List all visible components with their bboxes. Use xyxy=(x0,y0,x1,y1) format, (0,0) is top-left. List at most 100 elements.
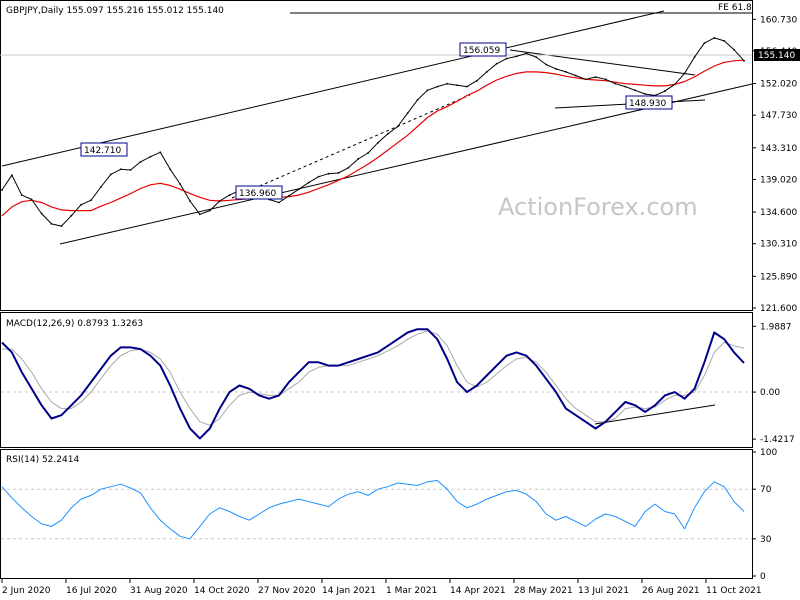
price-point xyxy=(703,42,706,45)
price-point xyxy=(594,76,597,78)
price-point xyxy=(159,151,162,154)
x-tick-label: 26 Aug 2021 xyxy=(642,586,700,596)
price-point xyxy=(278,201,280,204)
price-point xyxy=(466,85,468,88)
price-point xyxy=(228,194,231,197)
x-tick-label: 14 Oct 2020 xyxy=(194,586,250,596)
price-point xyxy=(565,70,567,73)
macd-y-tick-label: 0.00 xyxy=(760,388,780,398)
price-point xyxy=(109,173,112,176)
price-point xyxy=(535,56,538,59)
last-price-label: 155.140 xyxy=(758,51,795,61)
x-tick-label: 27 Nov 2020 xyxy=(258,586,316,596)
price-point xyxy=(149,155,152,158)
price-point xyxy=(30,198,33,201)
last-price-box: 155.140 xyxy=(754,49,800,61)
price-point xyxy=(189,200,191,202)
price-point xyxy=(20,194,23,197)
main-y-tick-label: 130.310 xyxy=(760,240,797,250)
price-point xyxy=(367,152,369,154)
price-point xyxy=(663,90,666,92)
price-point xyxy=(475,79,478,82)
price-point xyxy=(288,194,290,197)
moving-average-line xyxy=(1,59,745,217)
price-point xyxy=(604,78,607,81)
rsi-y-tick-label: 0 xyxy=(760,572,766,582)
x-tick-label: 28 May 2021 xyxy=(514,586,573,596)
price-point xyxy=(456,84,458,87)
x-tick-label: 11 Oct 2021 xyxy=(706,586,762,596)
price-point xyxy=(713,37,716,39)
price-point xyxy=(297,188,300,191)
main-y-tick-label: 160.730 xyxy=(760,15,797,25)
fib-label: FE 61.8 xyxy=(718,3,752,13)
x-tick-label: 14 Jan 2021 xyxy=(322,586,376,596)
price-point xyxy=(584,78,587,81)
trend-lines xyxy=(0,10,753,245)
price-point xyxy=(446,82,449,85)
main-y-tick-label: 125.890 xyxy=(760,272,797,282)
price-point xyxy=(406,112,409,115)
main-y-tick-label: 147.730 xyxy=(760,111,797,121)
price-point xyxy=(169,168,172,171)
price-point xyxy=(733,48,736,51)
price-point xyxy=(129,169,132,171)
main-y-tick-label: 152.020 xyxy=(760,80,797,90)
main-panel-frame xyxy=(0,0,753,311)
rsi-header: RSI(14) 52.2414 xyxy=(6,455,79,465)
price-point xyxy=(614,82,617,85)
price-point xyxy=(386,132,389,135)
annotation-148930: 148.930 xyxy=(629,99,666,109)
price-line xyxy=(1,37,745,227)
x-tick-label: 31 Aug 2020 xyxy=(130,586,188,596)
price-point xyxy=(574,74,577,77)
upper-channel-line xyxy=(1,10,665,167)
rsi-y-tick-label: 70 xyxy=(760,485,772,495)
x-tick-label: 2 Jun 2020 xyxy=(2,586,51,596)
rsi-level-lines xyxy=(1,488,752,540)
price-point xyxy=(693,56,696,59)
annotation-142710: 142.710 xyxy=(84,146,121,156)
price-point xyxy=(100,186,102,188)
price-point xyxy=(198,213,201,216)
x-tick-label: 1 Mar 2021 xyxy=(386,586,437,596)
price-point xyxy=(525,52,528,55)
rsi-line xyxy=(1,480,745,540)
price-point xyxy=(624,85,627,88)
main-y-tick-label: 139.020 xyxy=(760,175,797,185)
price-point xyxy=(396,125,399,128)
price-point xyxy=(317,175,320,178)
price-point xyxy=(515,55,518,58)
support-dashed-line xyxy=(231,94,471,199)
price-point xyxy=(40,212,43,215)
x-tick-label: 14 Apr 2021 xyxy=(450,586,506,596)
watermark: ActionForex.com xyxy=(498,193,698,221)
price-point xyxy=(644,93,646,95)
price-point xyxy=(377,141,379,144)
annotation-136960: 136.960 xyxy=(239,189,276,199)
rsi-y-tick-label: 30 xyxy=(760,535,772,545)
price-point xyxy=(723,39,726,42)
x-tick-label: 13 Jul 2021 xyxy=(578,586,629,596)
price-point xyxy=(60,225,63,227)
x-axis: 2 Jun 2020 16 Jul 2020 31 Aug 2020 14 Oct 2… xyxy=(1,579,762,596)
price-point xyxy=(119,168,122,171)
price-annotations: 142.710 156.059 136.960 148.930 xyxy=(80,42,673,200)
price-point xyxy=(357,158,360,160)
price-point xyxy=(743,59,745,62)
main-y-tick-label: 121.600 xyxy=(760,304,797,314)
macd-line xyxy=(1,328,745,440)
price-point xyxy=(307,181,310,184)
price-point xyxy=(218,200,221,202)
annotation-156059: 156.059 xyxy=(463,46,500,56)
annotation-box-1: 142.710 xyxy=(80,142,128,157)
macd-panel-frame xyxy=(0,312,753,448)
price-point xyxy=(683,72,686,75)
macd-y-axis: 1.9887 0.00 -1.4217 xyxy=(752,322,795,445)
main-y-tick-label: 134.600 xyxy=(760,208,797,218)
macd-y-tick-label: 1.9887 xyxy=(760,322,792,332)
price-point xyxy=(436,85,439,88)
macd-divergence-line xyxy=(594,404,716,425)
price-point xyxy=(495,62,498,65)
price-point xyxy=(139,161,142,163)
